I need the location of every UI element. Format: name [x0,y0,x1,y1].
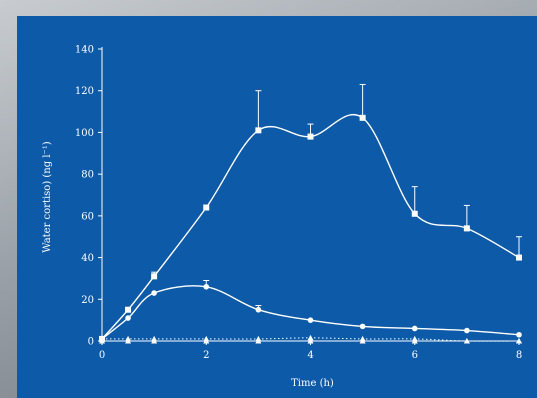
data-point [411,325,418,332]
data-point [151,338,158,344]
y-axis-title: Water cortiso) (ng l⁻¹) [42,141,53,253]
axes: 0 20 40 60 80 100 120 140 0 2 4 6 8 [75,45,522,362]
series-4 [99,338,522,344]
data-point [307,338,314,344]
series-2 [99,280,522,342]
y-tick-label: 140 [75,45,94,56]
x-tick-label: 4 [307,350,313,361]
y-tick-label: 0 [88,337,94,348]
data-point [516,338,522,344]
x-tick-label: 6 [412,350,418,361]
data-point [203,204,210,211]
x-tick-label: 0 [99,350,105,361]
data-point [463,338,470,344]
data-point [359,338,366,344]
data-point [359,114,366,121]
data-point [255,127,262,134]
x-tick-label: 8 [516,350,522,361]
y-tick-label: 20 [81,295,94,306]
data-point [359,323,366,330]
data-point [463,225,470,232]
data-point [125,338,132,344]
data-point [411,338,418,344]
y-tick-label: 80 [81,170,94,181]
y-tick-label: 40 [81,253,94,264]
x-tick-label: 2 [203,350,209,361]
series-line [101,285,520,340]
data-point [516,331,522,338]
data-point [411,210,418,217]
series-layer [99,83,522,344]
data-point [307,334,314,341]
data-point [516,254,522,261]
y-tick-label: 60 [81,211,94,222]
data-point [151,290,157,296]
data-point [464,327,470,334]
y-tick-label: 100 [75,128,94,139]
y-tick-label: 120 [75,86,94,97]
data-point [203,338,210,344]
data-point [307,133,314,140]
x-axis-title: Time (h) [291,378,334,389]
data-point [307,317,314,323]
series-line [101,114,520,340]
chart-panel [17,16,537,398]
data-point [125,306,132,313]
data-point [203,283,210,290]
data-point [99,338,105,344]
data-point [255,338,262,344]
series-line [102,337,520,342]
data-point [151,273,158,280]
data-point [255,306,262,313]
series-1 [99,83,522,342]
data-point [125,315,131,321]
